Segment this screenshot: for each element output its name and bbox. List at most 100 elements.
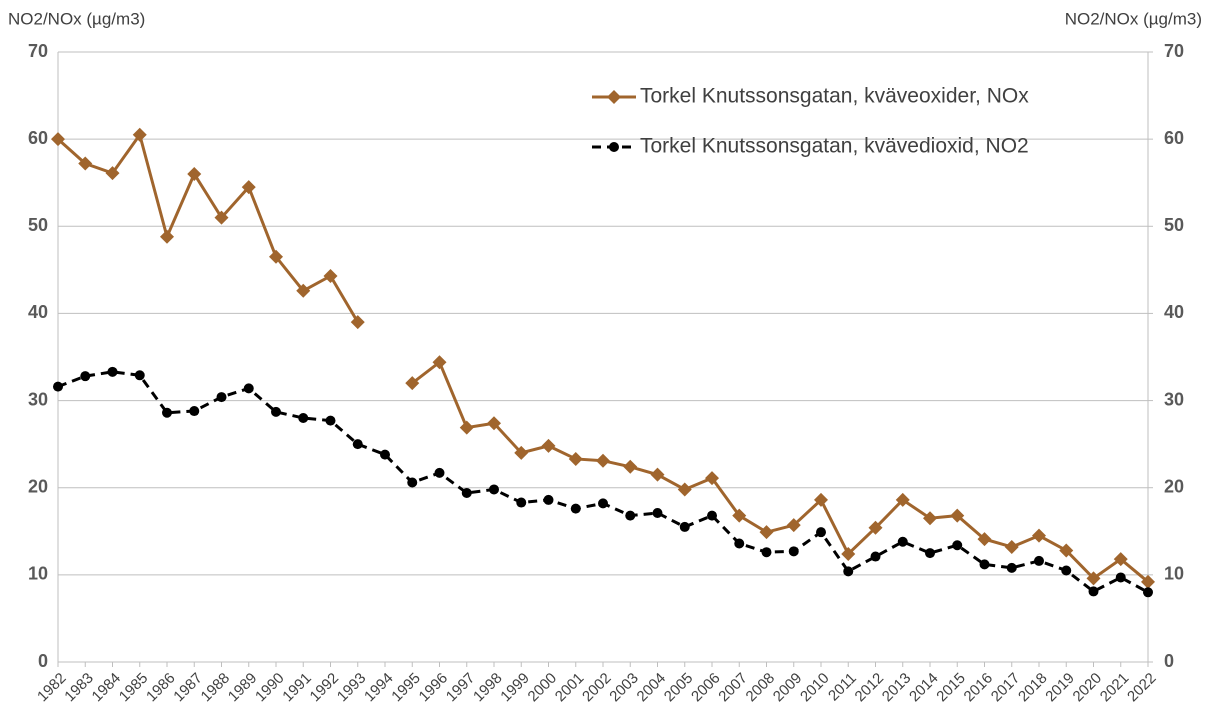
x-tick-label: 2004 bbox=[634, 670, 670, 706]
data-point bbox=[814, 492, 828, 507]
data-point bbox=[132, 127, 147, 142]
data-point bbox=[1032, 528, 1046, 543]
data-point bbox=[1088, 586, 1099, 597]
x-tick-label: 2006 bbox=[688, 670, 724, 706]
x-tick-label: 1985 bbox=[116, 670, 152, 706]
x-tick-label: 1997 bbox=[443, 670, 479, 706]
data-point bbox=[160, 229, 174, 244]
data-point bbox=[325, 415, 336, 426]
data-point bbox=[870, 551, 881, 562]
data-point bbox=[461, 487, 472, 498]
x-tick-label: 2016 bbox=[961, 670, 997, 706]
data-point bbox=[788, 546, 799, 557]
x-tick-label: 2002 bbox=[579, 670, 615, 706]
y-tick-label: 10 bbox=[28, 564, 48, 584]
data-point bbox=[271, 406, 281, 417]
data-point bbox=[434, 467, 445, 478]
data-point bbox=[405, 376, 420, 391]
y-tick-label: 30 bbox=[28, 389, 48, 409]
y2-tick-label: 60 bbox=[1164, 128, 1184, 148]
x-tick-label: 1984 bbox=[89, 670, 125, 706]
y-axis-label: NO2/NOx (µg/m3) bbox=[8, 9, 145, 28]
data-point bbox=[459, 420, 474, 435]
data-point bbox=[652, 507, 663, 518]
data-point bbox=[541, 438, 556, 453]
y2-tick-label: 10 bbox=[1164, 564, 1184, 584]
x-tick-label: 1998 bbox=[470, 670, 506, 706]
x-tick-label: 2014 bbox=[906, 670, 942, 706]
data-point bbox=[1061, 565, 1072, 576]
x-tick-label: 2022 bbox=[1124, 670, 1160, 706]
data-point bbox=[1086, 571, 1101, 586]
data-point bbox=[107, 366, 118, 377]
data-point bbox=[707, 510, 717, 521]
data-point bbox=[868, 520, 883, 535]
x-tick-label: 2008 bbox=[743, 670, 779, 706]
y2-axis-label: NO2/NOx (µg/m3) bbox=[1065, 9, 1202, 28]
data-point bbox=[407, 477, 418, 488]
series-line bbox=[56, 131, 1149, 583]
data-point bbox=[1143, 587, 1153, 598]
data-point bbox=[216, 392, 227, 403]
x-tick-label: 1989 bbox=[225, 670, 261, 706]
x-tick-label: 1987 bbox=[170, 670, 206, 706]
x-tick-label: 2020 bbox=[1070, 670, 1106, 706]
data-point bbox=[241, 180, 256, 195]
x-tick-label: 2019 bbox=[1042, 670, 1078, 706]
data-point bbox=[1004, 539, 1019, 554]
data-point bbox=[80, 371, 91, 382]
data-point bbox=[298, 413, 309, 423]
data-point bbox=[105, 166, 120, 181]
data-point bbox=[925, 548, 935, 559]
legend-label: Torkel Knutssonsgatan, kväveoxider, NOx bbox=[640, 85, 1029, 108]
data-point bbox=[759, 525, 774, 540]
x-tick-label: 2009 bbox=[770, 670, 806, 706]
x-tick-label: 1992 bbox=[307, 670, 343, 706]
data-point bbox=[650, 467, 665, 482]
data-point bbox=[78, 156, 93, 171]
data-point bbox=[761, 547, 772, 558]
data-point bbox=[1034, 555, 1044, 566]
data-point bbox=[1115, 572, 1126, 583]
y-tick-label: 40 bbox=[28, 302, 48, 322]
data-point bbox=[51, 132, 65, 147]
x-tick-label: 2000 bbox=[525, 670, 561, 706]
y2-tick-label: 30 bbox=[1164, 389, 1184, 409]
data-point bbox=[979, 559, 990, 570]
data-point bbox=[162, 407, 172, 418]
y2-tick-label: 40 bbox=[1164, 302, 1184, 322]
data-point bbox=[623, 459, 638, 474]
x-tick-label: 1996 bbox=[416, 670, 452, 706]
data-point bbox=[734, 538, 745, 549]
data-point bbox=[134, 370, 145, 381]
data-point bbox=[570, 503, 581, 514]
data-point bbox=[625, 510, 636, 521]
x-tick-label: 1994 bbox=[361, 670, 397, 706]
data-point bbox=[841, 546, 856, 561]
data-point bbox=[1006, 562, 1017, 573]
data-point bbox=[432, 355, 447, 370]
x-tick-label: 2011 bbox=[825, 670, 860, 705]
x-tick-label: 1990 bbox=[252, 670, 288, 706]
data-point bbox=[897, 536, 908, 547]
data-point bbox=[214, 210, 229, 225]
data-point bbox=[487, 416, 501, 431]
data-point bbox=[596, 453, 610, 468]
x-tick-label: 2018 bbox=[1015, 670, 1051, 706]
data-point bbox=[296, 283, 311, 298]
data-point bbox=[380, 449, 390, 460]
data-point bbox=[1141, 574, 1155, 589]
y2-tick-label: 70 bbox=[1164, 41, 1184, 61]
data-point bbox=[679, 521, 690, 532]
x-tick-label: 1993 bbox=[334, 670, 370, 706]
data-point bbox=[950, 508, 965, 523]
y-tick-label: 0 bbox=[38, 651, 48, 671]
data-point bbox=[598, 498, 608, 509]
x-tick-label: 1986 bbox=[143, 670, 179, 706]
y-tick-label: 70 bbox=[28, 41, 48, 61]
x-tick-label: 1991 bbox=[279, 670, 315, 706]
y2-tick-label: 20 bbox=[1164, 476, 1184, 496]
data-point bbox=[269, 249, 283, 264]
data-point bbox=[677, 482, 692, 497]
